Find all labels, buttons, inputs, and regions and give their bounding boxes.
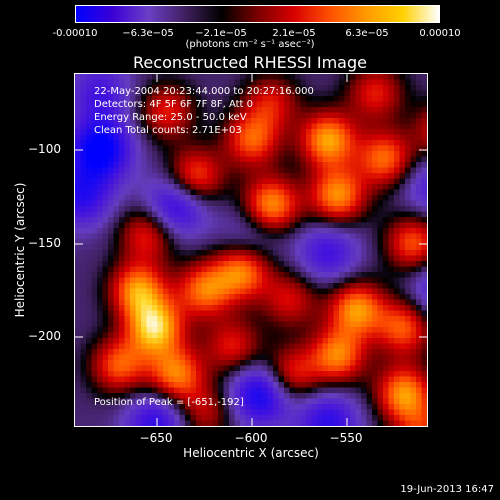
- x-tick-label: −600: [234, 431, 268, 445]
- colorbar-tick: 0.00010: [419, 28, 461, 39]
- info-energy-range: Energy Range: 25.0 - 50.0 keV: [94, 112, 247, 123]
- y-tick-label: −150: [28, 236, 61, 250]
- x-tick-label: −650: [139, 431, 173, 445]
- x-axis-label: Heliocentric X (arcsec): [183, 446, 319, 460]
- colorbar-tick: −2.1e−05: [195, 28, 247, 39]
- y-tick-label: −200: [28, 329, 61, 343]
- rhessi-image: [74, 73, 428, 427]
- colorbar-tick: -0.00010: [52, 28, 98, 39]
- colorbar-tick: −6.3e−05: [122, 28, 174, 39]
- y-tick-label: −100: [28, 142, 61, 156]
- colorbar-tick: 2.1e−05: [272, 28, 316, 39]
- y-axis-label: Heliocentric Y (arcsec): [13, 182, 27, 318]
- colorbar-tick: 6.3e−05: [345, 28, 389, 39]
- x-tick-label: −550: [329, 431, 363, 445]
- info-time-range: 22-May-2004 20:23:44.000 to 20:27:16.000: [94, 86, 314, 97]
- peak-position-label: Position of Peak = [-651,-192]: [94, 397, 244, 408]
- info-clean-counts: Clean Total counts: 2.71E+03: [94, 125, 242, 136]
- rhessi-image-canvas: [75, 74, 427, 426]
- image-title: Reconstructed RHESSI Image: [133, 53, 367, 72]
- colorbar: [75, 5, 440, 23]
- info-detectors: Detectors: 4F 5F 6F 7F 8F, Att 0: [94, 99, 254, 110]
- colorbar-units: (photons cm⁻² s⁻¹ asec⁻²): [185, 39, 315, 50]
- timestamp: 19-Jun-2013 16:47: [400, 484, 494, 495]
